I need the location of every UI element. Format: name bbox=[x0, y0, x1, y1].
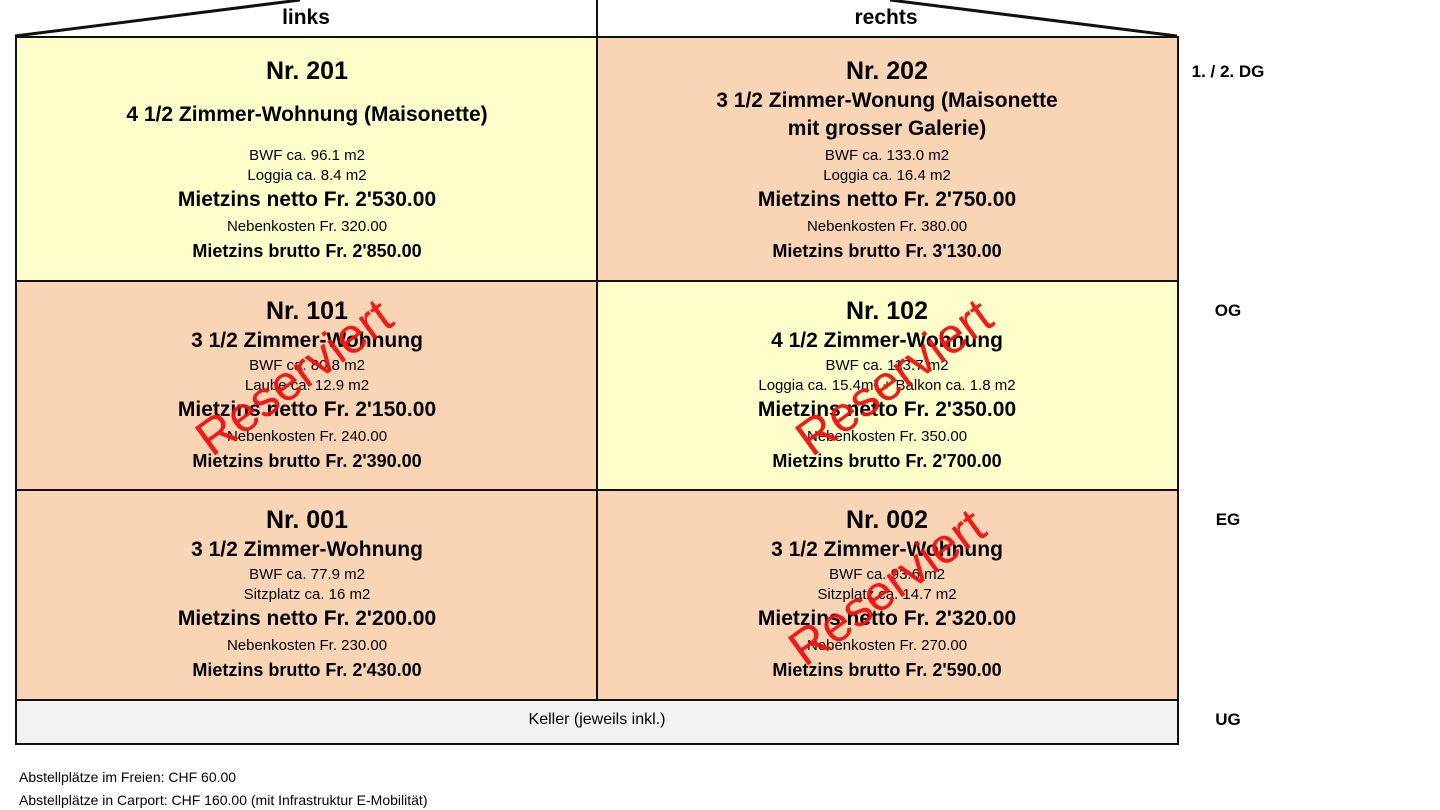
floor-label-dg: 1. / 2. DG bbox=[1191, 62, 1265, 81]
floor-label-eg: EG bbox=[1215, 510, 1241, 529]
unit-rent-gross: Mietzins brutto Fr. 2'700.00 bbox=[772, 451, 1002, 471]
unit-rent-gross: Mietzins brutto Fr. 2'850.00 bbox=[192, 241, 422, 261]
floor-label-ug: UG bbox=[1215, 710, 1241, 729]
divider bbox=[596, 38, 598, 700]
unit-rent-gross: Mietzins brutto Fr. 2'390.00 bbox=[192, 451, 422, 471]
unit-number: Nr. 201 bbox=[265, 57, 348, 85]
unit-title: 3 1/2 Zimmer-Wohnung bbox=[771, 538, 1003, 561]
divider bbox=[17, 699, 1177, 701]
unit-number: Nr. 102 bbox=[845, 297, 928, 325]
unit-side-costs: Nebenkosten Fr. 320.00 bbox=[226, 218, 388, 235]
unit-102: Nr. 102 4 1/2 Zimmer-Wohnung BWF ca. 113… bbox=[597, 281, 1177, 490]
unit-rent-net: Mietzins netto Fr. 2'320.00 bbox=[757, 607, 1017, 630]
unit-side-costs: Nebenkosten Fr. 350.00 bbox=[806, 428, 968, 445]
unit-number: Nr. 101 bbox=[265, 297, 348, 325]
unit-rent-net: Mietzins netto Fr. 2'200.00 bbox=[177, 607, 437, 630]
parking-note-outdoor: Abstellplätze im Freien: CHF 60.00 bbox=[19, 769, 237, 785]
unit-side-costs: Nebenkosten Fr. 230.00 bbox=[226, 637, 388, 654]
unit-title: 3 1/2 Zimmer-Wonung (Maisonette mit gross… bbox=[597, 87, 1177, 143]
divider bbox=[17, 280, 1177, 282]
keller-row: Keller (jeweils inkl.) bbox=[17, 700, 1177, 743]
unit-rent-net: Mietzins netto Fr. 2'750.00 bbox=[757, 188, 1017, 211]
unit-title-line-2: mit grosser Galerie) bbox=[787, 117, 987, 140]
unit-202: Nr. 202 3 1/2 Zimmer-Wonung (Maisonette m… bbox=[597, 38, 1177, 281]
unit-number: Nr. 202 bbox=[845, 57, 928, 85]
unit-001: Nr. 001 3 1/2 Zimmer-Wohnung BWF ca. 77.… bbox=[17, 490, 597, 700]
unit-number: Nr. 002 bbox=[845, 506, 928, 534]
unit-side-costs: Nebenkosten Fr. 270.00 bbox=[806, 637, 968, 654]
unit-title: 4 1/2 Zimmer-Wohnung bbox=[771, 329, 1003, 352]
unit-title-line-1: 3 1/2 Zimmer-Wonung (Maisonette bbox=[716, 89, 1058, 112]
house-plan: Nr. 201 4 1/2 Zimmer-Wohnung (Maisonette… bbox=[15, 36, 1179, 745]
unit-bwf: BWF ca. 93.6 m2 bbox=[829, 566, 945, 583]
unit-title: 4 1/2 Zimmer-Wohnung (Maisonette) bbox=[126, 103, 488, 126]
parking-note-carport: Abstellplätze in Carport: CHF 160.00 (mi… bbox=[19, 792, 428, 808]
column-label-right: rechts bbox=[854, 6, 918, 29]
unit-extra-area: Loggia ca. 15.4m² + Balkon ca. 1.8 m2 bbox=[758, 377, 1016, 394]
unit-number: Nr. 001 bbox=[265, 506, 348, 534]
unit-rent-net: Mietzins netto Fr. 2'530.00 bbox=[177, 188, 437, 211]
unit-extra-area: Sitzplatz ca. 16 m2 bbox=[243, 586, 371, 603]
unit-extra-area: Loggia ca. 16.4 m2 bbox=[823, 167, 951, 184]
unit-rent-net: Mietzins netto Fr. 2'150.00 bbox=[177, 398, 437, 421]
unit-bwf: BWF ca. 96.1 m2 bbox=[249, 147, 365, 164]
unit-201: Nr. 201 4 1/2 Zimmer-Wohnung (Maisonette… bbox=[17, 38, 597, 281]
unit-rent-net: Mietzins netto Fr. 2'350.00 bbox=[757, 398, 1017, 421]
unit-side-costs: Nebenkosten Fr. 380.00 bbox=[806, 218, 968, 235]
unit-rent-gross: Mietzins brutto Fr. 2'430.00 bbox=[192, 660, 422, 680]
unit-title: 3 1/2 Zimmer-Wohnung bbox=[191, 329, 423, 352]
unit-extra-area: Loggia ca. 8.4 m2 bbox=[247, 167, 367, 184]
floor-label-og: OG bbox=[1214, 301, 1242, 320]
unit-side-costs: Nebenkosten Fr. 240.00 bbox=[226, 428, 388, 445]
unit-rent-gross: Mietzins brutto Fr. 3'130.00 bbox=[772, 241, 1002, 261]
divider bbox=[17, 489, 1177, 491]
unit-extra-area: Sitzplatz ca. 14.7 m2 bbox=[817, 586, 957, 603]
unit-bwf: BWF ca. 113.7 m2 bbox=[825, 357, 949, 374]
unit-002: Nr. 002 3 1/2 Zimmer-Wohnung BWF ca. 93.… bbox=[597, 490, 1177, 700]
unit-bwf: BWF ca. 80.8 m2 bbox=[249, 357, 365, 374]
unit-title: 3 1/2 Zimmer-Wohnung bbox=[191, 538, 423, 561]
unit-101: Nr. 101 3 1/2 Zimmer-Wohnung BWF ca. 80.… bbox=[17, 281, 597, 490]
unit-extra-area: Laube ca. 12.9 m2 bbox=[244, 377, 370, 394]
unit-bwf: BWF ca. 77.9 m2 bbox=[249, 566, 365, 583]
column-label-left: links bbox=[282, 6, 330, 29]
unit-rent-gross: Mietzins brutto Fr. 2'590.00 bbox=[772, 660, 1002, 680]
roof-outline bbox=[14, 0, 1178, 38]
unit-bwf: BWF ca. 133.0 m2 bbox=[824, 147, 950, 164]
